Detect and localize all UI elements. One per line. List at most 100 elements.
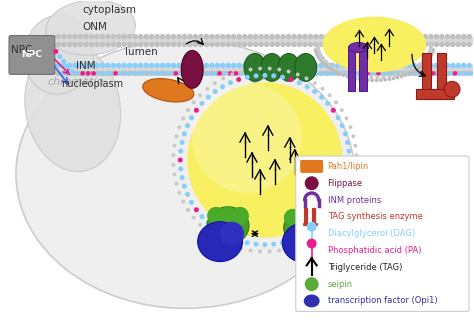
Point: [261, 242, 269, 247]
Point: [398, 74, 405, 79]
Point: [373, 42, 380, 47]
Point: [120, 34, 128, 39]
Point: [184, 192, 191, 197]
Point: [323, 42, 331, 47]
Point: [420, 62, 428, 67]
Point: [389, 34, 396, 39]
Point: [184, 123, 191, 128]
Ellipse shape: [244, 53, 266, 81]
Ellipse shape: [323, 17, 426, 72]
Point: [219, 231, 227, 236]
Point: [444, 71, 451, 76]
Point: [373, 78, 380, 83]
Point: [318, 220, 325, 225]
Point: [93, 71, 100, 76]
Point: [56, 54, 64, 59]
Point: [192, 108, 200, 113]
Point: [307, 34, 314, 39]
Point: [104, 34, 111, 39]
Ellipse shape: [295, 53, 317, 81]
Point: [164, 63, 172, 68]
Point: [345, 34, 353, 39]
Point: [202, 42, 210, 47]
Point: [186, 63, 194, 68]
Point: [465, 34, 473, 39]
Point: [438, 71, 446, 76]
Point: [410, 63, 418, 68]
Point: [159, 42, 166, 47]
Bar: [347, 47, 356, 91]
Point: [95, 71, 103, 76]
Circle shape: [253, 71, 263, 81]
Point: [142, 71, 150, 76]
Point: [336, 71, 344, 76]
Text: seipin: seipin: [328, 279, 353, 289]
Point: [400, 34, 407, 39]
Point: [285, 34, 292, 39]
Point: [369, 71, 377, 76]
Point: [241, 42, 248, 47]
Point: [205, 71, 212, 76]
Point: [214, 34, 221, 39]
Point: [342, 131, 349, 137]
Text: NPC: NPC: [21, 51, 42, 60]
Point: [345, 71, 353, 76]
Circle shape: [305, 223, 328, 247]
Point: [279, 34, 287, 39]
Point: [344, 140, 351, 145]
Point: [433, 63, 440, 68]
Point: [444, 63, 451, 68]
Point: [287, 71, 294, 76]
Point: [317, 52, 324, 58]
Point: [350, 42, 358, 47]
Point: [352, 172, 359, 177]
Point: [153, 63, 161, 68]
Bar: [359, 47, 367, 91]
Point: [196, 93, 204, 98]
Point: [394, 63, 402, 68]
Point: [115, 71, 123, 76]
Circle shape: [307, 239, 317, 249]
Point: [422, 56, 430, 61]
Point: [171, 143, 178, 148]
Point: [349, 134, 357, 139]
Point: [362, 74, 369, 80]
Point: [410, 71, 418, 76]
Point: [170, 34, 177, 39]
Point: [353, 162, 360, 167]
Point: [230, 34, 237, 39]
Point: [79, 71, 86, 76]
Point: [345, 63, 353, 68]
Point: [68, 69, 75, 74]
Point: [373, 63, 380, 68]
Point: [449, 42, 456, 47]
Point: [198, 214, 206, 219]
Circle shape: [219, 207, 237, 225]
Point: [334, 115, 342, 120]
Point: [367, 42, 374, 47]
Point: [252, 242, 260, 247]
Point: [350, 34, 358, 39]
Point: [294, 243, 301, 248]
Point: [71, 34, 79, 39]
Point: [173, 134, 180, 139]
Point: [298, 71, 306, 76]
Point: [104, 42, 111, 47]
Point: [457, 71, 465, 76]
Point: [60, 34, 68, 39]
Point: [106, 71, 114, 76]
Point: [181, 71, 188, 76]
Point: [197, 71, 205, 76]
Point: [405, 71, 413, 76]
Point: [126, 63, 134, 68]
Point: [257, 42, 265, 47]
Point: [427, 45, 435, 51]
Point: [279, 71, 287, 76]
Point: [394, 42, 402, 47]
Point: [236, 34, 243, 39]
Point: [203, 229, 211, 234]
Point: [342, 71, 349, 76]
Point: [367, 71, 374, 76]
Point: [112, 71, 119, 76]
Point: [254, 71, 262, 76]
